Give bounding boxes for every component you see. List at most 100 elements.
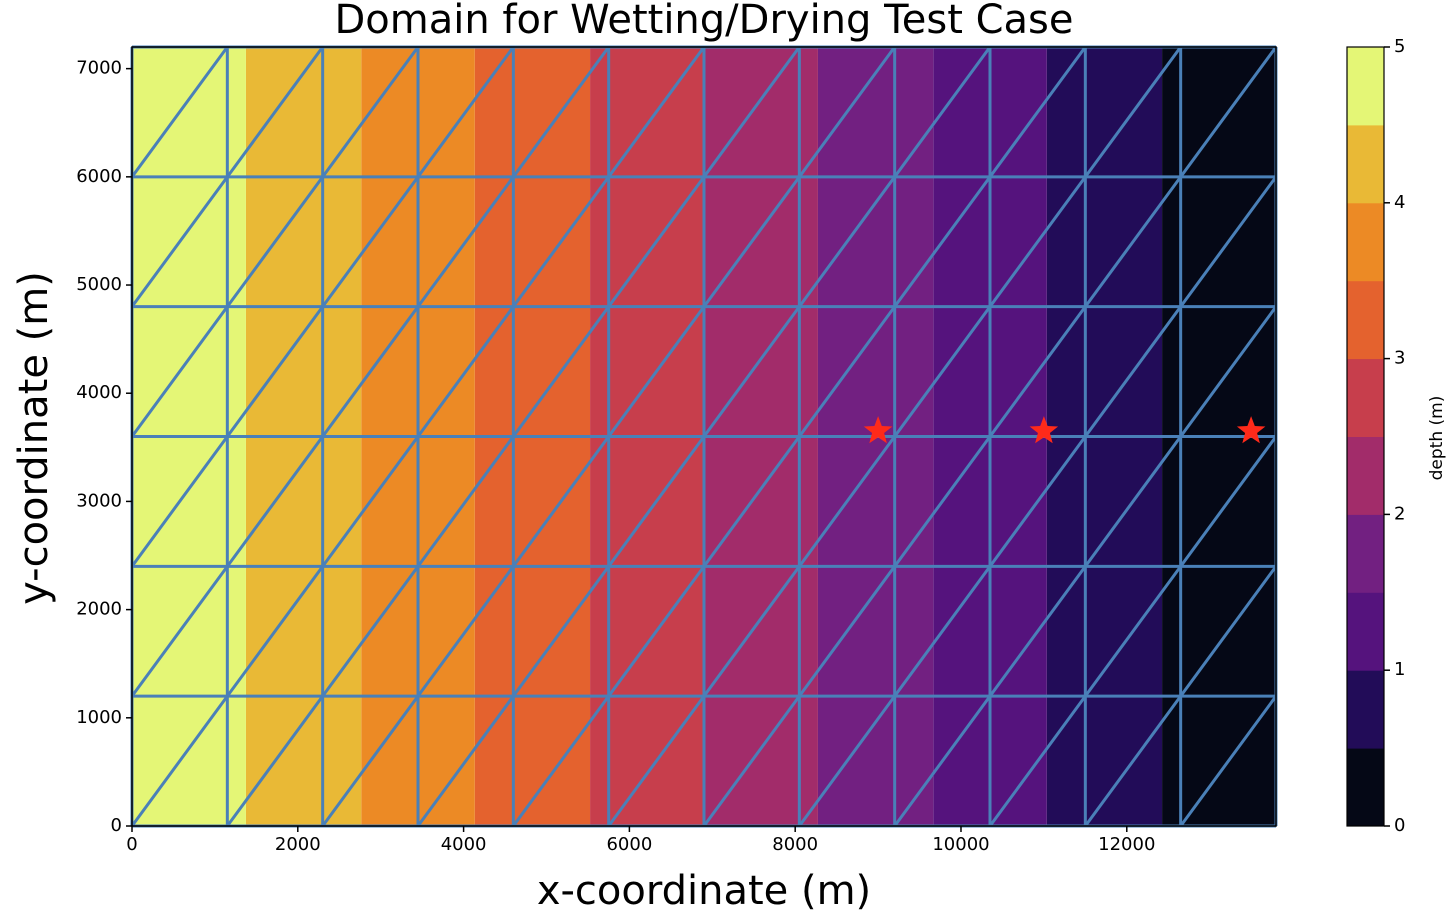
- mesh-diagonal: [416, 695, 515, 827]
- mesh-diagonal: [416, 435, 515, 568]
- colorbar-band: [1347, 358, 1384, 437]
- mesh-diagonal: [130, 435, 229, 568]
- mesh-diagonal: [1179, 565, 1278, 698]
- mesh-diagonal: [798, 175, 896, 308]
- mesh-diagonal: [416, 46, 515, 178]
- mesh-diagonal: [988, 435, 1087, 568]
- colorbar-band: [1347, 280, 1384, 360]
- mesh-diagonal: [226, 695, 324, 827]
- mesh-diagonal: [893, 695, 992, 827]
- colorbar-band: [1347, 592, 1384, 671]
- mesh-diagonal: [321, 695, 420, 827]
- mesh-diagonal: [226, 175, 324, 308]
- mesh-diagonal: [798, 695, 896, 827]
- mesh-diagonal: [798, 435, 896, 568]
- colorbar-tick-label: 1: [1394, 659, 1405, 680]
- mesh-diagonal: [226, 565, 324, 698]
- mesh-diagonal: [1084, 695, 1182, 827]
- y-tick-label: 5000: [76, 274, 122, 295]
- y-tick-label: 3000: [76, 490, 122, 511]
- y-tick-label: 2000: [76, 599, 122, 620]
- mesh-diagonal: [1179, 46, 1278, 178]
- mesh-diagonal: [512, 305, 610, 438]
- mesh-diagonal: [798, 46, 896, 178]
- mesh-diagonal: [1179, 175, 1278, 308]
- x-tick-label: 10000: [932, 834, 989, 855]
- mesh-diagonal: [321, 565, 420, 698]
- mesh-diagonal: [1179, 435, 1278, 568]
- mesh-diagonal: [1084, 175, 1182, 308]
- mesh-diagonal: [702, 46, 801, 178]
- mesh-diagonal: [1179, 695, 1278, 827]
- colorbar-tick-label: 0: [1394, 815, 1405, 836]
- mesh-diagonal: [512, 435, 610, 568]
- mesh-diagonal: [416, 565, 515, 698]
- mesh-diagonal: [893, 435, 992, 568]
- mesh-diagonal: [1084, 305, 1182, 438]
- mesh-diagonal: [607, 565, 706, 698]
- x-tick-label: 6000: [606, 834, 652, 855]
- mesh-diagonal: [130, 695, 229, 827]
- colorbar-band: [1347, 202, 1384, 282]
- mesh-diagonal: [988, 46, 1087, 178]
- mesh-diagonal: [893, 305, 992, 438]
- mesh-diagonal: [702, 305, 801, 438]
- colorbar-tick-label: 5: [1394, 36, 1405, 57]
- mesh-diagonal: [988, 565, 1087, 698]
- colorbar-band: [1347, 670, 1384, 749]
- mesh-diagonal: [226, 435, 324, 568]
- mesh-diagonal: [226, 305, 324, 438]
- mesh-diagonal: [702, 695, 801, 827]
- x-tick-label: 12000: [1098, 834, 1155, 855]
- mesh-diagonal: [1084, 565, 1182, 698]
- mesh-diagonal: [130, 175, 229, 308]
- mesh-diagonal: [607, 435, 706, 568]
- mesh-diagonal: [988, 695, 1087, 827]
- mesh-diagonal: [1084, 435, 1182, 568]
- mesh-diagonal: [893, 175, 992, 308]
- star-marker: [1236, 416, 1266, 444]
- mesh-diagonal: [226, 46, 324, 178]
- mesh-diagonal: [321, 175, 420, 308]
- star-marker: [863, 416, 893, 444]
- mesh-diagonal: [798, 305, 896, 438]
- y-tick-label: 6000: [76, 166, 122, 187]
- mesh-diagonal: [1179, 305, 1278, 438]
- mesh-diagonal: [130, 305, 229, 438]
- mesh-diagonal: [607, 695, 706, 827]
- x-axis-label: x-coordinate (m): [537, 868, 871, 914]
- x-tick-label: 2000: [275, 834, 321, 855]
- mesh-diagonal: [702, 435, 801, 568]
- mesh-diagonal: [512, 695, 610, 827]
- colorbar-band: [1347, 124, 1384, 204]
- y-tick-label: 0: [111, 815, 122, 836]
- mesh-diagonal: [512, 175, 610, 308]
- mesh-diagonal: [702, 175, 801, 308]
- mesh-diagonal: [512, 565, 610, 698]
- mesh-diagonal: [988, 175, 1087, 308]
- colorbar-tick-label: 2: [1394, 503, 1405, 524]
- mesh-diagonal: [988, 305, 1087, 438]
- colorbar-band: [1347, 436, 1384, 515]
- mesh-diagonal: [130, 46, 229, 178]
- mesh-diagonal: [321, 46, 420, 178]
- x-tick-label: 0: [126, 834, 137, 855]
- y-tick-label: 4000: [76, 382, 122, 403]
- mesh-diagonal: [321, 435, 420, 568]
- colorbar-tick-label: 3: [1394, 348, 1405, 369]
- mesh-diagonal: [512, 46, 610, 178]
- y-tick-label: 7000: [76, 58, 122, 79]
- mesh-diagonal: [607, 46, 706, 178]
- mesh-diagonal: [321, 305, 420, 438]
- mesh-diagonal: [130, 565, 229, 698]
- colorbar-label: depth (m): [1427, 396, 1447, 481]
- colorbar-band: [1347, 748, 1384, 827]
- plot-frame: [131, 46, 1277, 827]
- x-tick-label: 4000: [441, 834, 487, 855]
- colorbar-band: [1347, 514, 1384, 593]
- x-tick-label: 8000: [772, 834, 818, 855]
- star-marker: [1029, 416, 1059, 444]
- mesh-diagonal: [1084, 46, 1182, 178]
- chart-title: Domain for Wetting/Drying Test Case: [334, 0, 1073, 43]
